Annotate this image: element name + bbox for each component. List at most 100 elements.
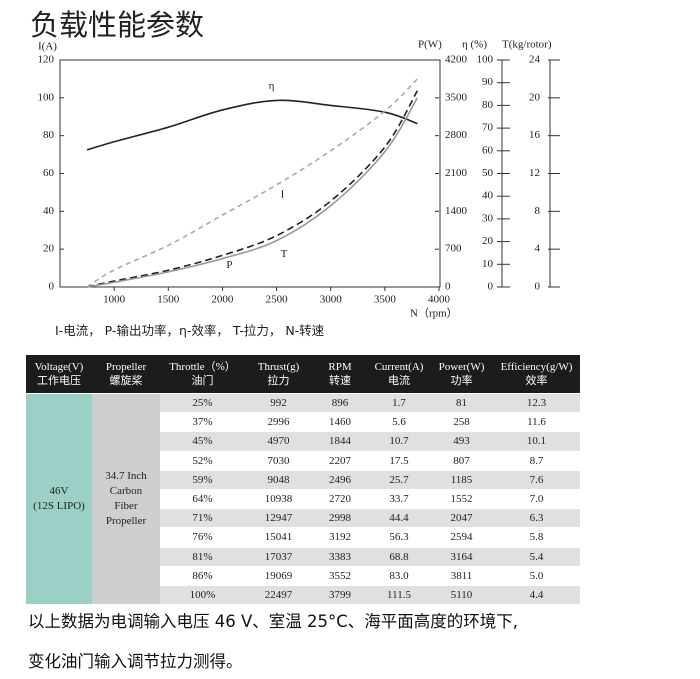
y-tick-label: 50 [482, 167, 494, 179]
curve-label: η [269, 80, 275, 92]
table-row: 52% 7030 2207 17.5 807 8.7 [26, 450, 580, 471]
header-text: Propeller [105, 361, 147, 373]
table-cell: 7.6 [493, 469, 580, 490]
table-cell: 25% [160, 392, 245, 413]
table-cell: 68.8 [368, 546, 430, 567]
y-tick-label: 90 [482, 76, 494, 88]
header-text: 拉力 [267, 375, 290, 387]
table-cell: 19069 [245, 565, 312, 586]
table-cell: 992 [245, 392, 312, 413]
header-cell: Propeller 螺旋桨 [92, 355, 160, 394]
table-cell: 6.3 [493, 508, 580, 528]
table-cell: 52% [160, 450, 245, 471]
y-tick-label: 40 [482, 190, 494, 202]
table-cell: 7030 [245, 450, 312, 471]
header-text: 油门 [191, 375, 214, 387]
header-cell: Throttle（%） 油门 [160, 355, 245, 394]
x-tick-label: 1000 [103, 294, 126, 306]
table-cell: 45% [160, 431, 245, 452]
table-cell: 12947 [245, 508, 312, 528]
x-tick-label: 3500 [374, 294, 397, 306]
header-cell: Current(A) 电流 [368, 355, 430, 394]
y-tick-label: 2100 [445, 167, 468, 179]
y-tick-label: 20 [43, 243, 55, 255]
axis-title: I(A) [38, 41, 57, 53]
table-cell: 1185 [430, 469, 493, 490]
table-cell: 81 [430, 392, 493, 413]
table-cell: 5.8 [493, 527, 580, 547]
axis-title: P(W) [418, 39, 442, 51]
x-tick-label: 2000 [211, 294, 234, 306]
table-cell: 3192 [312, 527, 368, 547]
table-cell: 3552 [312, 565, 368, 586]
propeller-text: 34.7 Inch [105, 470, 147, 483]
table-cell: 10.7 [368, 431, 430, 452]
table-cell: 5.6 [368, 412, 430, 432]
y-tick-label: 3500 [445, 91, 468, 103]
y-tick-label: 16 [529, 129, 541, 141]
x-tick-label: 1500 [157, 294, 180, 306]
y-tick-label: 2800 [445, 129, 468, 141]
table-cell: 3383 [312, 546, 368, 567]
table-row: 76% 15041 3192 56.3 2594 5.8 [26, 527, 580, 547]
table-cell: 3799 [312, 584, 368, 605]
voltage-text: (12S LIPO) [33, 500, 85, 513]
table-cell: 10938 [245, 488, 312, 509]
voltage-cell: 46V (12S LIPO) [26, 393, 92, 605]
table-cell: 111.5 [368, 584, 430, 605]
table-cell: 44.4 [368, 508, 430, 528]
header-text: RPM [328, 361, 352, 373]
y-tick-label: 60 [43, 167, 55, 179]
table-cell: 56.3 [368, 527, 430, 547]
table-cell: 76% [160, 527, 245, 547]
table-cell: 15041 [245, 527, 312, 547]
header-text: 电流 [388, 375, 410, 387]
y-tick-label: 120 [38, 54, 55, 66]
y-tick-label: 30 [482, 212, 494, 224]
header-cell: Voltage(V) 工作电压 [26, 355, 92, 394]
propeller-cell: 34.7 Inch Carbon Fiber Propeller [92, 393, 160, 605]
chart: I(A) P(W) η (%) T(kg/rotor) N（rpm） 1000 1… [38, 39, 560, 320]
table-cell: 3164 [430, 546, 493, 567]
table-cell: 5.4 [493, 546, 580, 567]
table-cell: 33.7 [368, 488, 430, 509]
y-tick-label: 0 [488, 281, 494, 293]
table-cell: 7.0 [493, 488, 580, 509]
x-tick-label: 4000 [428, 294, 451, 306]
header-text: 功率 [450, 375, 473, 387]
y-tick-label: 4200 [445, 54, 468, 66]
y-tick-label: 8 [535, 205, 541, 217]
table-cell: 2996 [245, 412, 312, 432]
table-cell: 100% [160, 584, 245, 605]
y-tick-label: 80 [43, 129, 55, 141]
header-text: Power(W) [438, 361, 485, 373]
table-cell: 1460 [312, 412, 368, 432]
table-cell: 5110 [430, 584, 493, 605]
axis-title: T(kg/rotor) [502, 39, 552, 51]
curve [86, 97, 419, 288]
y-tick-label: 100 [477, 54, 494, 66]
table-cell: 17.5 [368, 450, 430, 471]
y-tick-label: 70 [482, 122, 494, 134]
table-cell: 9048 [245, 469, 312, 490]
header-text: Efficiency(g/W) [500, 361, 573, 373]
curve-label: P [226, 259, 232, 271]
table-row: 100% 22497 3799 111.5 5110 4.4 [26, 584, 580, 605]
propeller-text: Fiber [114, 500, 138, 513]
table-row: 64% 10938 2720 33.7 1552 7.0 [26, 488, 580, 509]
table-cell: 12.3 [493, 392, 580, 413]
table-cell: 25.7 [368, 469, 430, 490]
table-cell: 2496 [312, 469, 368, 490]
y-tick-label: 80 [482, 99, 494, 111]
header-text: Throttle（%） [169, 361, 236, 373]
header-text: 效率 [525, 375, 548, 387]
header-cell: Power(W) 功率 [430, 355, 493, 394]
note: 变化油门输入调节拉力测得。 [28, 652, 243, 671]
table-cell: 2998 [312, 508, 368, 528]
header-text: 工作电压 [37, 375, 81, 387]
x-tick-label: 2500 [266, 294, 289, 306]
table-cell: 11.6 [493, 412, 580, 432]
data-table: Voltage(V) 工作电压 Propeller 螺旋桨 Throttle（%） 油门 T… [26, 355, 580, 605]
axis-title: η (%) [462, 39, 487, 51]
